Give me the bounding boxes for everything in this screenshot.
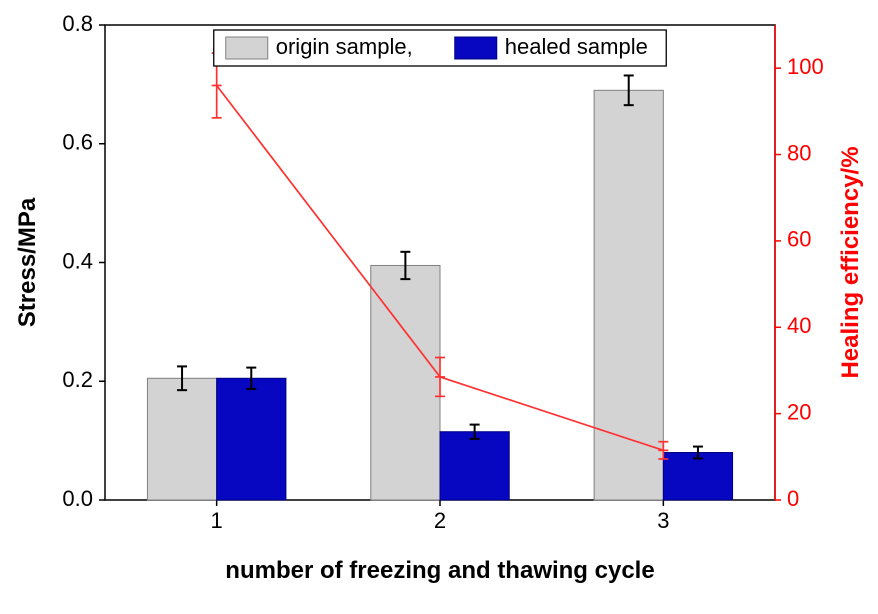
legend-swatch-0	[226, 37, 268, 59]
chart-svg: 0.0 0.2 0.4 0.6 0.8 0 20 40 60 80 100 1 2 3 Stress/MPa…	[0, 0, 878, 614]
bar-healed-sample-3	[663, 453, 732, 501]
bar-origin-sample--1	[147, 378, 216, 500]
bar-healed-sample-2	[440, 432, 509, 500]
svg-text:100: 100	[787, 54, 824, 79]
svg-text:2: 2	[434, 508, 446, 533]
svg-text:60: 60	[787, 227, 811, 252]
legend-label-0: origin sample,	[276, 34, 413, 59]
svg-text:1: 1	[211, 508, 223, 533]
legend-swatch-1	[455, 37, 497, 59]
svg-text:0.4: 0.4	[62, 248, 93, 273]
svg-text:3: 3	[657, 508, 669, 533]
x-label: number of freezing and thawing cycle	[225, 557, 654, 584]
svg-text:0.0: 0.0	[62, 486, 93, 511]
svg-text:0.8: 0.8	[62, 11, 93, 36]
svg-text:80: 80	[787, 140, 811, 165]
svg-text:20: 20	[787, 399, 811, 424]
svg-text:40: 40	[787, 313, 811, 338]
legend-label-1: healed sample	[505, 34, 648, 59]
svg-text:0.6: 0.6	[62, 130, 93, 155]
bar-healed-sample-1	[217, 378, 286, 500]
svg-text:0.2: 0.2	[62, 367, 93, 392]
y-right-label: Healing efficiency/%	[837, 146, 864, 378]
y-left-label: Stress/MPa	[14, 197, 41, 327]
chart-container: 0.0 0.2 0.4 0.6 0.8 0 20 40 60 80 100 1 2 3 Stress/MPa…	[0, 0, 878, 614]
svg-text:0: 0	[787, 486, 799, 511]
